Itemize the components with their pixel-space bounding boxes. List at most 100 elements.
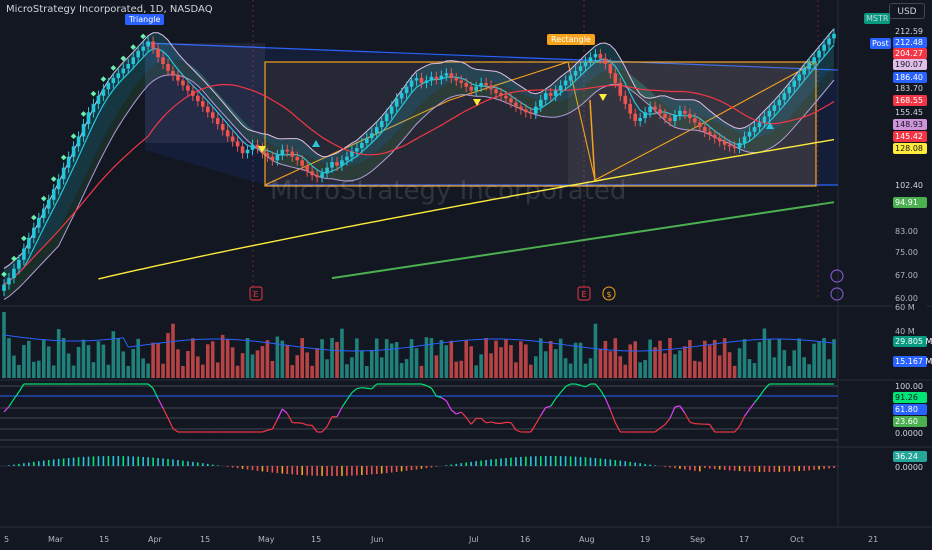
volume-bar <box>698 361 702 378</box>
candle <box>792 80 797 87</box>
volume-bar <box>519 341 523 378</box>
volume-bar <box>374 338 379 378</box>
volume-bar <box>693 360 697 378</box>
time-axis-label: 15 <box>311 535 322 544</box>
volume-bar <box>280 340 285 378</box>
candle <box>46 199 51 209</box>
oscillator-line <box>535 415 542 425</box>
price-axis-label: 23.60 <box>893 416 927 427</box>
candle <box>12 268 16 279</box>
candle <box>255 144 260 149</box>
volume-bar <box>444 345 449 378</box>
volume-bar <box>71 365 76 378</box>
oscillator-line <box>744 408 750 417</box>
candle <box>36 217 41 228</box>
candle <box>340 160 344 166</box>
time-axis-label: 15 <box>99 535 110 544</box>
volume-bar <box>196 356 200 378</box>
candle <box>563 80 568 86</box>
volume-bar <box>151 342 155 378</box>
oscillator-line <box>749 402 755 410</box>
candle <box>275 154 280 161</box>
candle <box>533 106 538 114</box>
volume-bar <box>91 362 96 378</box>
volume-bar <box>250 354 255 378</box>
volume-bar <box>41 339 46 378</box>
price-axis-label: 40 M <box>893 326 927 337</box>
volume-bar <box>538 338 543 378</box>
candle <box>355 148 359 152</box>
volume-bar <box>489 353 493 378</box>
candle <box>653 106 657 110</box>
event-icon <box>249 286 263 301</box>
volume-bar <box>643 360 647 378</box>
volume-bar <box>494 340 498 378</box>
volume-bar <box>593 323 598 378</box>
volume-bar <box>111 331 116 378</box>
volume-bar <box>46 346 51 378</box>
volume-bar <box>305 352 309 378</box>
candle <box>76 136 81 147</box>
candle <box>444 73 449 76</box>
signal-diamond <box>80 111 87 117</box>
candle <box>509 98 513 103</box>
triangle-pattern-area <box>145 43 838 185</box>
oscillator-line <box>286 413 293 423</box>
candle <box>424 80 429 83</box>
oscillator-line <box>754 396 760 404</box>
candle <box>225 130 230 137</box>
volume-bar <box>32 361 36 378</box>
oscillator-line <box>271 419 278 430</box>
volume-bar <box>484 338 488 378</box>
price-axis-label: 83.00 <box>893 226 927 237</box>
volume-bar <box>598 349 603 378</box>
volume-bar <box>717 355 722 378</box>
volume-bar <box>807 364 811 378</box>
volume-bar <box>817 341 821 378</box>
volume-bar <box>369 350 374 378</box>
oscillator-line <box>545 405 551 409</box>
candle <box>330 162 334 168</box>
volume-bar <box>295 355 300 378</box>
volume-bar <box>205 344 210 378</box>
volume-bar <box>121 351 126 378</box>
price-axis-label: 168.55 <box>893 95 927 106</box>
oscillator-line <box>580 384 586 388</box>
volume-bar <box>663 353 667 378</box>
currency-button[interactable]: USD <box>889 3 925 19</box>
symbol-watermark: MicroStrategy Incorporated <box>270 176 627 206</box>
volume-bar <box>474 365 478 378</box>
candle <box>394 98 399 107</box>
candle <box>369 133 374 139</box>
price-axis-label: 0.0000 <box>893 462 927 473</box>
candle <box>96 95 101 104</box>
oscillator-line <box>679 405 686 414</box>
candle <box>598 54 603 59</box>
oscillator-line <box>684 412 691 423</box>
price-axis-label: 0.0000 <box>893 428 927 439</box>
volume-bar <box>727 352 732 378</box>
oscillator-line <box>480 417 487 424</box>
volume-bar <box>683 346 687 378</box>
time-axis-label: Oct <box>790 535 804 544</box>
volume-bar <box>668 338 672 378</box>
candle <box>459 80 464 83</box>
candle <box>61 167 66 180</box>
candle <box>767 110 772 117</box>
volume-bar <box>235 365 240 378</box>
candle <box>429 76 434 81</box>
volume-bar <box>578 342 583 378</box>
triangle-pattern-label[interactable]: Triangle <box>125 14 165 25</box>
volume-bar <box>225 339 230 378</box>
volume-bar <box>335 341 339 378</box>
volume-bar <box>409 339 414 378</box>
volume-bar <box>240 353 245 378</box>
volume-bar <box>767 339 772 378</box>
volume-bar <box>479 354 483 378</box>
candle <box>742 136 747 144</box>
volume-bar <box>702 340 707 378</box>
candle <box>215 118 220 125</box>
event-label: $ <box>606 290 611 299</box>
rectangle-pattern-label[interactable]: Rectangle <box>547 34 595 45</box>
